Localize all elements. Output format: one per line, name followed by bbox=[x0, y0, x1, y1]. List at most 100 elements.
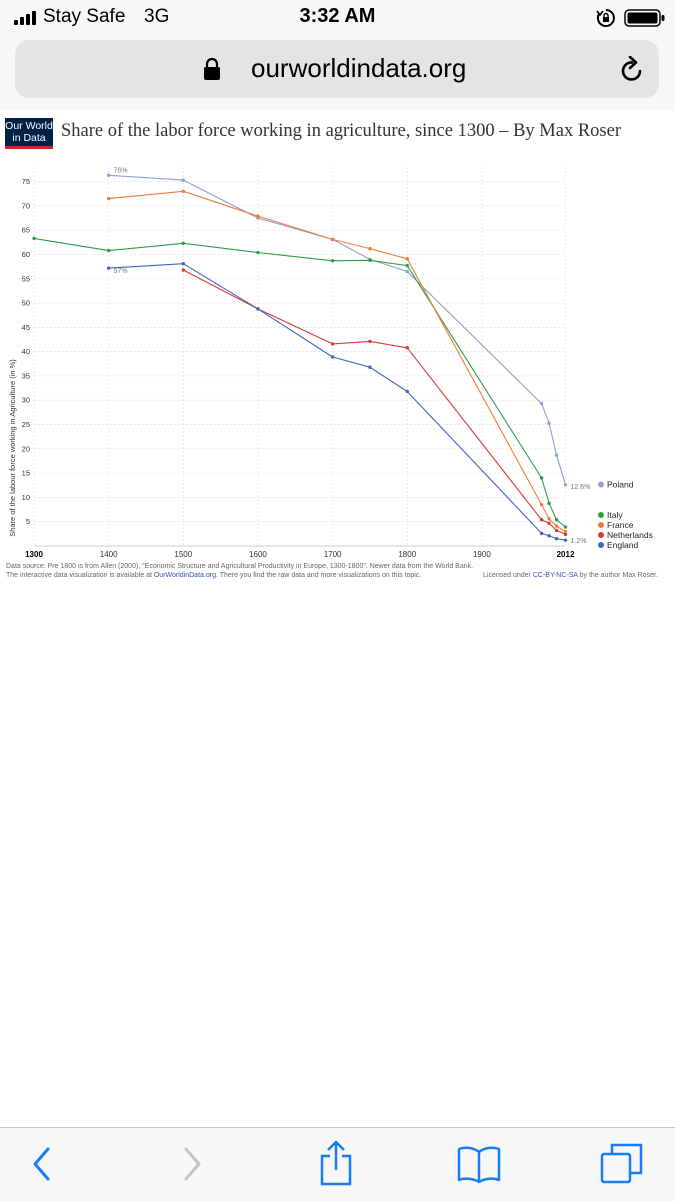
visualization-suffix: . There you find the raw data and more v… bbox=[215, 572, 422, 579]
data-point-italy bbox=[405, 263, 409, 268]
data-point-england bbox=[554, 537, 559, 541]
data-point-italy bbox=[330, 259, 335, 263]
forward-icon[interactable] bbox=[180, 1144, 204, 1184]
x-tick-label: 1800 bbox=[398, 550, 416, 559]
data-point-netherlands bbox=[330, 342, 335, 346]
browser-toolbar bbox=[0, 1127, 675, 1201]
x-tick-label: 1400 bbox=[100, 550, 118, 559]
x-tick-label: 1700 bbox=[324, 550, 342, 559]
battery-icon bbox=[624, 9, 665, 27]
url-text: ourworldindata.org bbox=[251, 53, 467, 83]
data-point-france bbox=[181, 189, 185, 193]
data-point-italy bbox=[539, 476, 544, 480]
visualization-prefix: The interactive data visualization is av… bbox=[6, 572, 154, 579]
signal-bars-icon bbox=[14, 11, 36, 25]
status-time: 3:32 AM bbox=[299, 5, 376, 27]
data-point-italy bbox=[32, 236, 36, 241]
data-point-france bbox=[368, 246, 372, 251]
series-layer bbox=[32, 173, 568, 542]
data-point-netherlands bbox=[547, 521, 551, 525]
carrier-name: Stay Safe bbox=[43, 6, 126, 27]
data-point-england bbox=[563, 538, 568, 542]
data-point-poland bbox=[539, 401, 544, 406]
y-tick-label: 25 bbox=[22, 420, 30, 429]
data-point-england bbox=[405, 389, 409, 394]
data-point-poland bbox=[554, 453, 559, 457]
x-ticks: 1300 1400 1500 1600 1700 1800 1900 2012 bbox=[25, 550, 575, 559]
data-point-france bbox=[330, 237, 335, 242]
data-point-netherlands bbox=[181, 268, 185, 272]
series-line-france bbox=[108, 190, 566, 532]
license-prefix: Licensed under bbox=[483, 572, 533, 579]
chart-title: Share of the labor force working in agri… bbox=[61, 121, 621, 141]
logo-accent-bar bbox=[5, 146, 53, 149]
data-point-italy bbox=[368, 258, 372, 262]
legend-swatch-poland bbox=[598, 481, 604, 488]
license-suffix: by the author Max Roser. bbox=[577, 572, 658, 579]
legend-swatch-netherlands bbox=[598, 532, 604, 538]
value-annotation: 57% bbox=[114, 268, 128, 275]
data-point-poland bbox=[563, 483, 568, 487]
data-point-france bbox=[106, 196, 111, 201]
data-point-italy bbox=[547, 501, 551, 505]
x-tick-label: 1600 bbox=[249, 550, 267, 559]
data-point-england bbox=[330, 355, 335, 359]
data-point-italy bbox=[106, 248, 111, 253]
value-annotation: 1.2% bbox=[571, 538, 587, 545]
address-bar[interactable]: ourworldindata.org bbox=[15, 40, 659, 98]
x-tick-label: 2012 bbox=[557, 550, 575, 559]
agriculture-chart: Share of the labour force working in Agr… bbox=[8, 167, 653, 559]
y-tick-label: 15 bbox=[22, 469, 30, 478]
data-point-italy bbox=[563, 525, 568, 529]
y-tick-label: 70 bbox=[22, 201, 30, 210]
y-tick-label: 5 bbox=[26, 517, 30, 526]
data-point-poland bbox=[106, 173, 111, 177]
data-point-england bbox=[547, 534, 551, 538]
tabs-icon[interactable] bbox=[600, 1142, 644, 1186]
data-source-note: Data source: Pre 1800 is from Allen (200… bbox=[6, 563, 474, 570]
y-tick-label: 55 bbox=[22, 274, 30, 283]
status-bar: Stay Safe 3G 3:32 AM bbox=[0, 0, 675, 36]
data-point-france bbox=[405, 257, 409, 261]
y-axis-label: Share of the labour force working in Agr… bbox=[8, 359, 17, 537]
back-icon[interactable] bbox=[30, 1144, 54, 1184]
grid-layer bbox=[33, 167, 566, 547]
bookmarks-icon[interactable] bbox=[456, 1144, 502, 1184]
visualization-note: The interactive data visualization is av… bbox=[6, 572, 421, 579]
series-line-england bbox=[108, 263, 566, 541]
data-point-france bbox=[256, 214, 260, 218]
y-tick-label: 40 bbox=[22, 347, 30, 356]
legend-swatch-italy bbox=[598, 512, 604, 518]
y-tick-label: 45 bbox=[22, 323, 30, 332]
data-point-poland bbox=[181, 178, 185, 182]
browser-address-area: ourworldindata.org bbox=[0, 36, 675, 110]
data-point-netherlands bbox=[554, 528, 559, 533]
data-point-netherlands bbox=[563, 532, 568, 537]
legend-swatch-england bbox=[598, 542, 604, 548]
legend-label-netherlands: Netherlands bbox=[607, 530, 653, 540]
data-point-england bbox=[181, 261, 185, 266]
network-type: 3G bbox=[144, 6, 170, 27]
share-icon[interactable] bbox=[318, 1140, 354, 1186]
license-note: Licensed under CC-BY-NC-SA by the author… bbox=[483, 572, 658, 579]
data-point-france bbox=[539, 502, 544, 507]
padlock-icon bbox=[204, 57, 220, 80]
logo-line-2: in Data bbox=[12, 132, 46, 144]
legend-label-italy: Italy bbox=[607, 510, 623, 520]
y-tick-label: 10 bbox=[22, 493, 30, 502]
x-tick-label: 1900 bbox=[473, 550, 491, 559]
data-point-poland bbox=[405, 269, 409, 274]
data-point-poland bbox=[547, 421, 551, 425]
legend-label-poland: Poland bbox=[607, 480, 634, 490]
data-point-england bbox=[539, 531, 544, 536]
data-point-england bbox=[106, 266, 111, 270]
series-line-italy bbox=[33, 237, 566, 528]
owid-link[interactable]: OurWorldinData.org bbox=[153, 572, 216, 579]
annotations: 76% 57% 12.6% 1.2% bbox=[114, 167, 591, 545]
reload-icon[interactable] bbox=[619, 56, 645, 84]
data-point-france bbox=[547, 517, 551, 521]
data-point-england bbox=[368, 365, 372, 369]
x-tick-label: 1500 bbox=[174, 550, 192, 559]
license-link[interactable]: CC-BY-NC-SA bbox=[532, 572, 578, 579]
